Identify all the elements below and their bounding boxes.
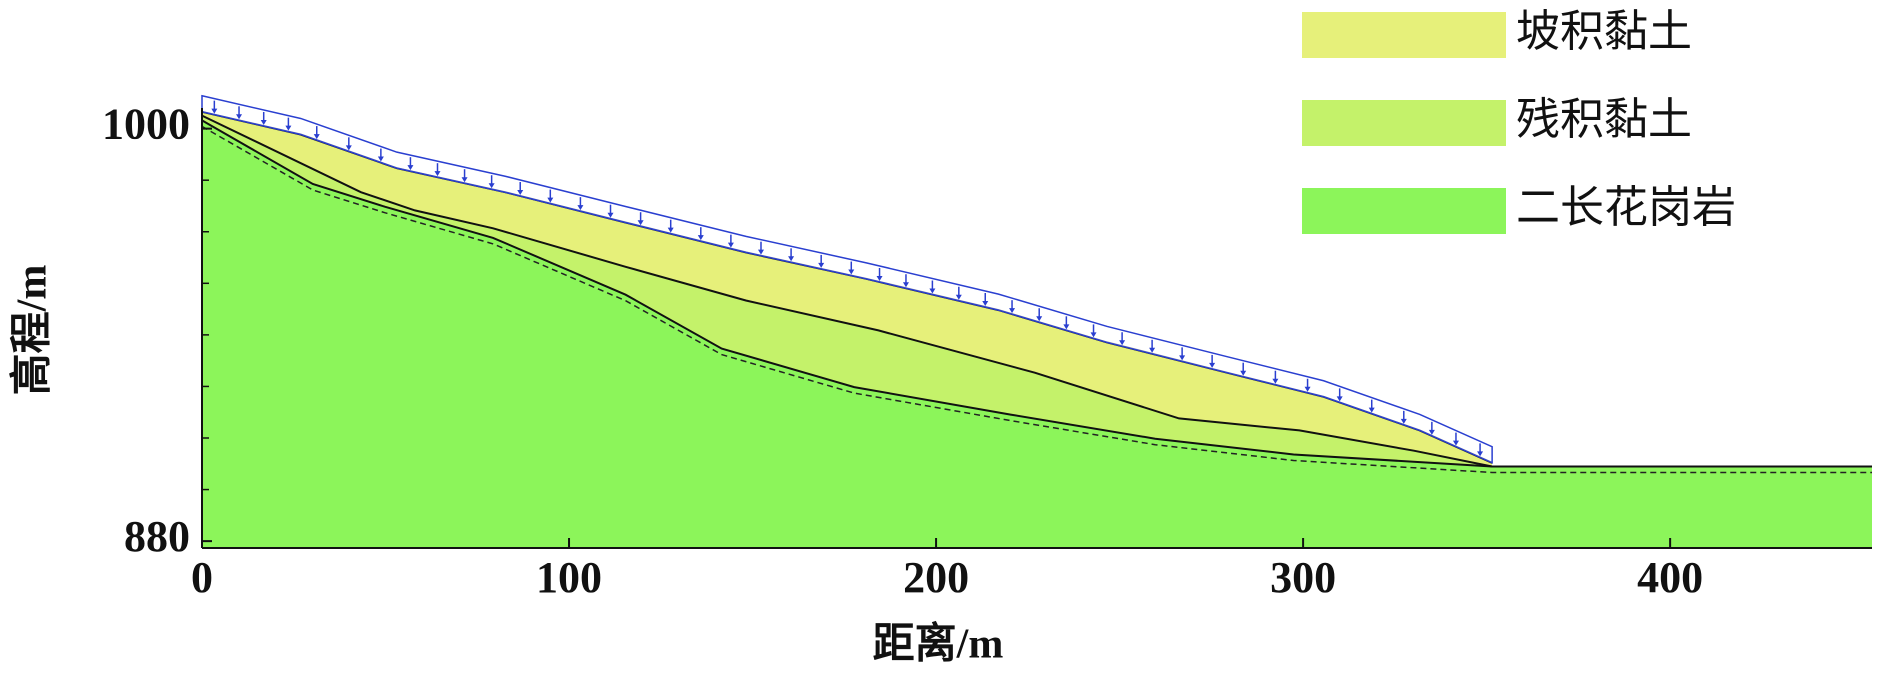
rain-arrow-head: [313, 134, 320, 140]
legend-label: 坡积黏土: [1516, 7, 1692, 56]
layer-boundary: [201, 114, 1493, 468]
rain-arrow-head: [982, 300, 989, 306]
rain-arrow-head: [1400, 418, 1407, 424]
rain-band: [201, 94, 1493, 464]
legend-label: 二长花岗岩: [1516, 183, 1736, 232]
rain-arrow-head: [1336, 396, 1343, 402]
rain-arrow-head: [285, 125, 292, 131]
rain-arrow-head: [547, 197, 554, 203]
rain-arrow-head: [902, 282, 909, 288]
rain-arrow-head: [788, 256, 795, 262]
rain-arrow-head: [488, 183, 495, 189]
layer-area: [202, 120, 1872, 549]
rain-arrow-head: [1428, 429, 1435, 435]
legend-swatch: [1302, 188, 1506, 234]
rain-arrow-head: [818, 262, 825, 268]
rain-arrow-head: [517, 190, 524, 195]
legend-swatch: [1302, 100, 1506, 146]
rain-arrow-head: [1149, 347, 1156, 353]
rain-arrow-head: [1477, 451, 1484, 457]
y-tick-label: 880: [124, 512, 190, 561]
rain-arrow-head: [1209, 362, 1216, 368]
slip-surface: [201, 125, 1872, 474]
rain-arrow-head: [1304, 386, 1311, 392]
rain-arrow-head: [727, 242, 734, 248]
x-tick-label: 400: [1637, 553, 1703, 602]
rain-arrow-head: [434, 171, 441, 177]
x-tick-label: 200: [903, 553, 969, 602]
rain-arrow-head: [1272, 378, 1279, 384]
rain-arrow-head: [1036, 316, 1043, 322]
rain-arrow-head: [1090, 332, 1097, 338]
rain-arrow-head: [848, 269, 855, 275]
x-axis-label: 距离/m: [873, 621, 1004, 668]
x-tick-label: 100: [536, 553, 602, 602]
rain-arrow-head: [577, 205, 584, 211]
rain-arrow-head: [1063, 324, 1070, 330]
rain-arrow-head: [1119, 340, 1126, 346]
rain-arrow-head: [1240, 370, 1247, 376]
rain-arrow-head: [637, 220, 644, 226]
rain-arrow-head: [1009, 308, 1016, 314]
rain-arrow-head: [757, 249, 764, 255]
rain-arrow-head: [607, 212, 614, 218]
legend-label: 残积黏土: [1516, 95, 1692, 144]
rain-arrow-head: [955, 294, 962, 300]
rain-arrow-head: [236, 114, 243, 120]
legend-swatch: [1302, 12, 1506, 58]
layer-boundary: [201, 119, 1872, 468]
rain-arrow-head: [697, 235, 704, 241]
y-axis-label: 高程/m: [9, 265, 56, 396]
rain-arrow-head: [667, 227, 674, 233]
y-tick-label: 1000: [102, 100, 190, 149]
rain-arrow-head: [260, 119, 267, 125]
rain-arrow-head: [377, 156, 384, 162]
rain-arrow-head: [1452, 440, 1459, 446]
rain-arrow-head: [876, 275, 883, 281]
x-tick-label: 0: [191, 553, 213, 602]
rain-arrow-head: [211, 108, 218, 114]
rain-arrow-head: [1179, 355, 1186, 361]
rain-arrow-head: [407, 165, 414, 171]
rain-arrow-head: [1368, 407, 1375, 413]
x-tick-label: 300: [1270, 553, 1336, 602]
rain-arrow-head: [461, 177, 468, 183]
rain-arrow-head: [929, 288, 936, 294]
rain-arrow-head: [345, 145, 352, 151]
